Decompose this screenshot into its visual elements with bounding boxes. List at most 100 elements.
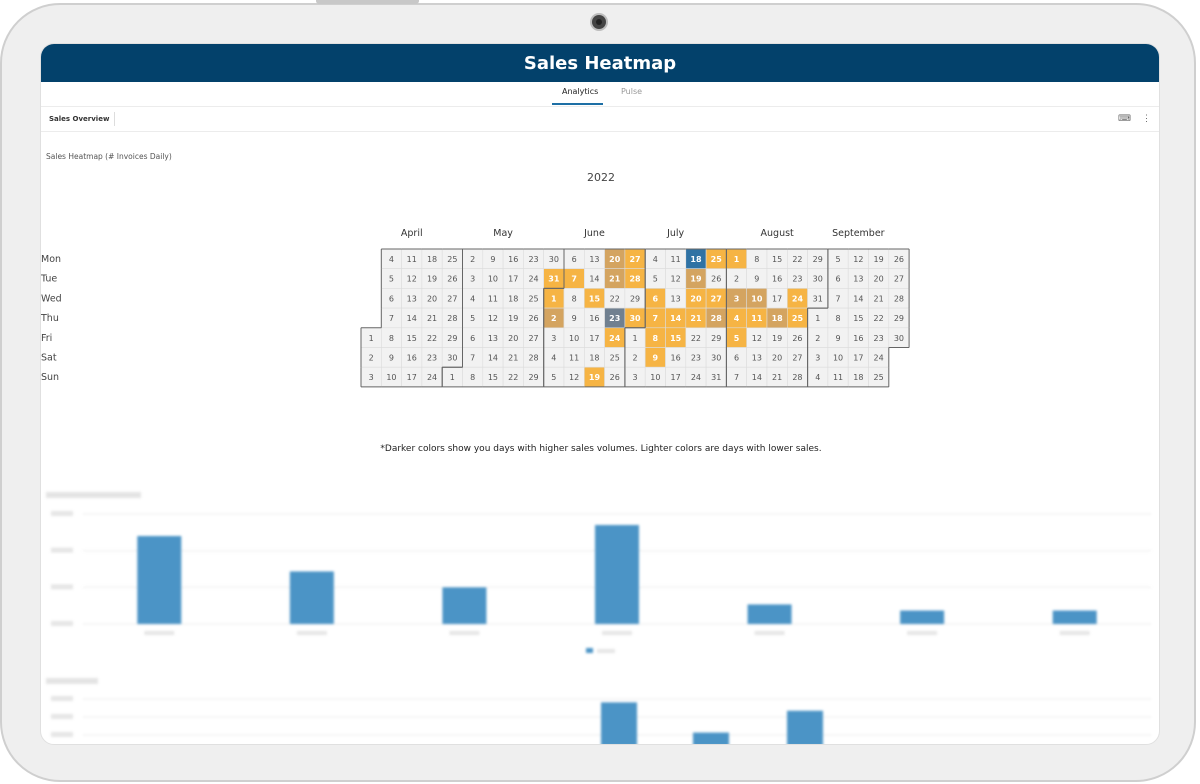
day-cell[interactable]: 16	[583, 307, 605, 329]
day-cell[interactable]: 2	[807, 327, 829, 348]
day-cell[interactable]: 25	[786, 307, 808, 329]
day-cell[interactable]: 28	[705, 307, 727, 329]
bar[interactable]	[137, 536, 182, 624]
day-cell[interactable]: 5	[644, 268, 666, 289]
day-cell[interactable]: 9	[380, 347, 402, 368]
day-cell[interactable]: 25	[705, 248, 727, 270]
day-cell[interactable]: 22	[786, 248, 808, 270]
day-cell[interactable]: 31	[807, 288, 829, 309]
day-cell[interactable]: 4	[644, 248, 666, 270]
day-cell[interactable]: 10	[827, 347, 849, 368]
day-cell[interactable]: 12	[482, 307, 504, 329]
day-cell[interactable]: 25	[523, 288, 544, 309]
dashboard-title[interactable]: Sales Overview	[49, 115, 110, 123]
day-cell[interactable]: 22	[604, 288, 626, 309]
day-cell[interactable]: 17	[847, 347, 869, 368]
day-cell[interactable]: 24	[523, 268, 544, 289]
day-cell[interactable]: 24	[868, 347, 890, 368]
day-cell[interactable]: 5	[827, 248, 849, 270]
day-cell[interactable]: 5	[462, 307, 484, 329]
day-cell[interactable]: 17	[766, 288, 788, 309]
day-cell[interactable]: 23	[868, 327, 890, 348]
day-cell[interactable]: 4	[726, 307, 748, 329]
day-cell[interactable]: 6	[644, 288, 666, 309]
day-cell[interactable]: 20	[685, 288, 707, 309]
day-cell[interactable]: 14	[482, 347, 504, 368]
day-cell[interactable]: 24	[421, 366, 443, 388]
day-cell[interactable]: 28	[523, 347, 544, 368]
tab-analytics[interactable]: Analytics	[562, 87, 599, 96]
day-cell[interactable]: 18	[502, 288, 524, 309]
bar[interactable]	[747, 604, 792, 624]
day-cell[interactable]: 18	[583, 347, 605, 368]
day-cell[interactable]: 22	[421, 327, 443, 348]
day-cell[interactable]: 19	[583, 366, 605, 388]
day-cell[interactable]: 11	[827, 366, 849, 388]
day-cell[interactable]: 24	[685, 366, 707, 388]
day-cell[interactable]: 19	[685, 268, 707, 289]
day-cell[interactable]: 25	[604, 347, 626, 368]
day-cell[interactable]: 21	[604, 268, 626, 289]
day-cell[interactable]: 26	[786, 327, 808, 348]
day-cell[interactable]: 1	[624, 327, 646, 348]
day-cell[interactable]: 16	[502, 248, 524, 270]
day-cell[interactable]: 23	[786, 268, 808, 289]
day-cell[interactable]: 9	[563, 307, 585, 329]
day-cell[interactable]: 31	[705, 366, 727, 388]
day-cell[interactable]: 14	[847, 288, 869, 309]
day-cell[interactable]: 10	[482, 268, 504, 289]
day-cell[interactable]: 26	[523, 307, 544, 329]
day-cell[interactable]: 7	[827, 288, 849, 309]
day-cell[interactable]: 5	[726, 327, 748, 348]
tab-pulse[interactable]: Pulse	[621, 87, 643, 96]
more-options-icon[interactable]: ⋮	[1142, 113, 1151, 123]
day-cell[interactable]: 28	[441, 307, 463, 329]
day-cell[interactable]: 26	[604, 366, 626, 388]
day-cell[interactable]: 30	[441, 347, 463, 368]
day-cell[interactable]: 8	[644, 327, 666, 348]
day-cell[interactable]: 1	[360, 327, 382, 348]
day-cell[interactable]: 30	[543, 248, 565, 270]
day-cell[interactable]: 22	[502, 366, 524, 388]
day-cell[interactable]: 18	[685, 248, 707, 270]
day-cell[interactable]: 22	[685, 327, 707, 348]
day-cell[interactable]: 3	[360, 366, 382, 388]
day-cell[interactable]: 3	[807, 347, 829, 368]
day-cell[interactable]: 26	[888, 248, 910, 270]
day-cell[interactable]: 23	[421, 347, 443, 368]
day-cell[interactable]: 29	[888, 307, 910, 329]
bar[interactable]	[1052, 610, 1097, 624]
day-cell[interactable]: 8	[462, 366, 484, 388]
day-cell[interactable]: 15	[766, 248, 788, 270]
day-cell[interactable]: 10	[380, 366, 402, 388]
day-cell[interactable]: 13	[665, 288, 687, 309]
day-cell[interactable]: 13	[401, 288, 423, 309]
day-cell[interactable]: 17	[583, 327, 605, 348]
day-cell[interactable]: 2	[624, 347, 646, 368]
day-cell[interactable]: 27	[888, 268, 910, 289]
day-cell[interactable]: 6	[462, 327, 484, 348]
day-cell[interactable]: 15	[583, 288, 605, 309]
day-cell[interactable]: 14	[746, 366, 768, 388]
day-cell[interactable]: 6	[827, 268, 849, 289]
day-cell[interactable]: 10	[644, 366, 666, 388]
day-cell[interactable]: 28	[624, 268, 646, 289]
day-cell[interactable]: 24	[604, 327, 626, 348]
day-cell[interactable]: 29	[441, 327, 463, 348]
day-cell[interactable]: 16	[847, 327, 869, 348]
day-cell[interactable]: 11	[746, 307, 768, 329]
day-cell[interactable]: 29	[523, 366, 544, 388]
day-cell[interactable]: 12	[847, 248, 869, 270]
day-cell[interactable]: 22	[868, 307, 890, 329]
day-cell[interactable]: 20	[604, 248, 626, 270]
day-cell[interactable]: 2	[726, 268, 748, 289]
day-cell[interactable]: 11	[665, 248, 687, 270]
day-cell[interactable]: 29	[624, 288, 646, 309]
day-cell[interactable]: 12	[746, 327, 768, 348]
day-cell[interactable]: 5	[543, 366, 565, 388]
day-cell[interactable]: 10	[746, 288, 768, 309]
day-cell[interactable]: 8	[380, 327, 402, 348]
day-cell[interactable]: 4	[807, 366, 829, 388]
day-cell[interactable]: 26	[441, 268, 463, 289]
day-cell[interactable]: 1	[807, 307, 829, 329]
